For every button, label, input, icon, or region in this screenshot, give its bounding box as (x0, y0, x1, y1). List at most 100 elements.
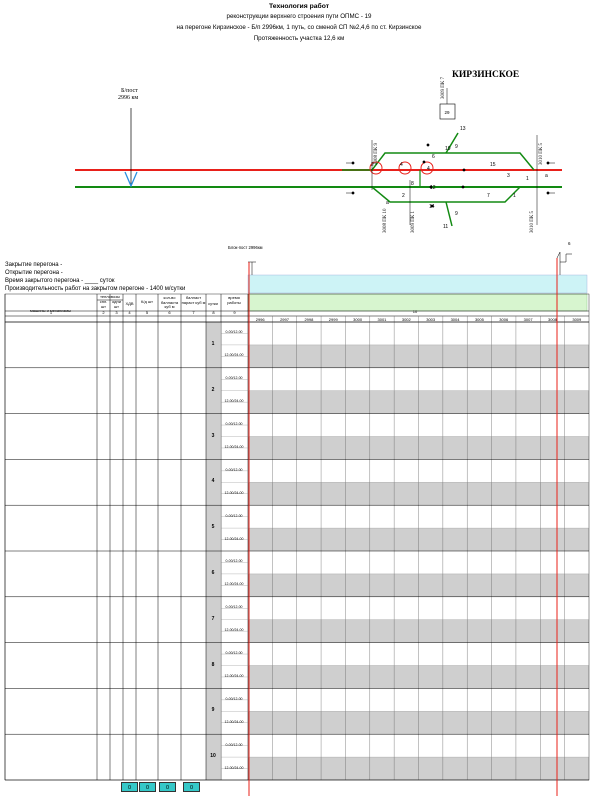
productivity-line: Производительность работ на закрытом пер… (5, 286, 186, 292)
doc-subtitle-2: на перегоне Кирзинское - Б/п 2996км, 1 п… (176, 24, 422, 31)
column-number: 5 (145, 310, 149, 315)
km-label: 2996 (255, 316, 265, 322)
blockpost-label: Блок-пост 2996км (228, 245, 263, 250)
time-slot-night: 12-00/24-00 (224, 628, 244, 633)
km-label: 2998 (304, 316, 314, 322)
km-label: 3006 (499, 316, 509, 322)
switch-number: 2 (371, 162, 374, 168)
doc-subtitle-3: Протяженность участка 12,6 км (253, 35, 345, 42)
column-number: 1 (49, 310, 53, 315)
day-number: 2 (211, 386, 215, 393)
total-cell: 0 (183, 782, 200, 792)
switch-number: 14 (429, 204, 435, 210)
switch-number: 8 (411, 181, 414, 187)
time-slot-night: 12-00/24-00 (224, 582, 244, 587)
switch-number: 7 (487, 193, 490, 199)
span-number: 10 (412, 309, 418, 314)
time-slot-night: 12-00/24-00 (224, 719, 244, 724)
end-marker: 6 (568, 241, 571, 246)
time-slot-day: 0-00/12-00 (225, 742, 243, 747)
day-number: 4 (211, 478, 215, 485)
time-slot-night: 12-00/24-00 (224, 765, 244, 770)
time-slot-night: 12-00/24-00 (224, 673, 244, 678)
switch-number: 15 (490, 162, 496, 168)
switch-number: 1 (513, 193, 516, 199)
day-number: 8 (211, 661, 215, 668)
col-kd: К/д шт (141, 299, 153, 304)
day-number: 6 (211, 569, 215, 576)
km-label: 3004 (450, 316, 460, 322)
switch-number: 3 (507, 173, 510, 179)
col-teplovozy: тепловозы (100, 294, 120, 299)
km-label: 3008 (548, 316, 557, 322)
day-number: 10 (210, 753, 216, 760)
day-number: 1 (211, 340, 215, 347)
switch-number: а (386, 200, 389, 206)
col-ballast-add: балласт нараст куб м (181, 295, 206, 305)
time-slot-day: 0-00/12-00 (225, 513, 243, 518)
post-label: Б/пост (121, 88, 138, 94)
col-time: время работы (227, 295, 241, 305)
switch-numbers: 13 19 15 2 4 8 2 1 3 1 7 9 11 4 6 12 а а… (371, 126, 548, 230)
km-label: 3009 (572, 316, 582, 322)
switch-number: 19 (445, 146, 451, 152)
km-label: 3007 (523, 316, 533, 322)
col-odn: одни шт (112, 299, 121, 309)
time-slot-day: 0-00/12-00 (225, 330, 243, 335)
switch-number: 13 (460, 126, 466, 132)
km-label: 3003 (426, 316, 436, 322)
time-slot-night: 12-00/24-00 (224, 490, 244, 495)
opening-line: Открытие перегона - (5, 270, 63, 276)
track-scheme: Б/пост 2996 км КИРЗИНСКОЕ 29 3009 ПК 7 3… (75, 70, 562, 233)
switch-number: 1 (526, 176, 529, 182)
column-number: 4 (128, 310, 131, 315)
doc-subtitle-1: реконструкции верхнего строения пути ОПМ… (226, 13, 372, 20)
column-number: 3 (115, 310, 118, 315)
pk-label: 3010 ПК 5 (530, 211, 535, 233)
time-slot-night: 12-00/24-00 (224, 444, 244, 449)
time-slot-night: 12-00/24-00 (224, 536, 244, 541)
km-label: 3002 (401, 316, 411, 322)
time-slot-day: 0-00/12-00 (225, 696, 243, 701)
col-sp: спл. шт (99, 299, 108, 309)
col-machines: машины и механизмы (30, 308, 71, 313)
pk-label: 3009 ПК 7 (441, 77, 446, 99)
col-ballast-qty: кол-во балласта куб м (160, 295, 179, 309)
post-km: 2996 км (118, 95, 138, 101)
switch-number: 12 (430, 185, 436, 191)
switch-number: 9 (455, 211, 458, 217)
time-slot-night: 12-00/24-00 (224, 353, 244, 358)
column-number: 6 (168, 310, 171, 315)
closure-line: Закрытие перегона - (5, 262, 63, 268)
time-slot-day: 0-00/12-00 (225, 376, 243, 381)
switch-number: 4 (400, 162, 403, 168)
day-number: 5 (211, 524, 215, 531)
time-slot-day: 0-00/12-00 (225, 422, 243, 427)
time-slot-night: 12-00/24-00 (224, 399, 244, 404)
total-cell: 0 (139, 782, 156, 792)
total-cell: 0 (121, 782, 138, 792)
switch-number: 4 (427, 166, 430, 172)
switch-number: 9 (455, 144, 458, 150)
switch-number: а (545, 173, 548, 179)
duration-line: Время закрытого перегона - ____ суток (5, 278, 115, 284)
total-cell: 0 (159, 782, 176, 792)
day-number: 3 (211, 432, 215, 439)
time-slot-day: 0-00/12-00 (225, 605, 243, 610)
km-label: 3005 (474, 316, 484, 322)
building-number: 29 (444, 110, 450, 115)
pk-label: 3009 ПК 1 (411, 211, 416, 233)
pk-label: 3008 ПК 9 (374, 143, 379, 165)
switch-number: 6 (432, 154, 435, 160)
time-slot-day: 0-00/12-00 (225, 559, 243, 564)
km-label: 3000 (353, 316, 363, 322)
col-hdv: ХДВ (125, 301, 134, 306)
station-name: КИРЗИНСКОЕ (452, 70, 519, 80)
pk-label: 3010 ПК 5 (539, 143, 544, 165)
switch-number: 2 (402, 193, 405, 199)
switch-number: 11 (443, 224, 448, 230)
column-number: 7 (192, 310, 195, 315)
day-number: 9 (211, 707, 215, 714)
column-number: 8 (212, 310, 215, 315)
